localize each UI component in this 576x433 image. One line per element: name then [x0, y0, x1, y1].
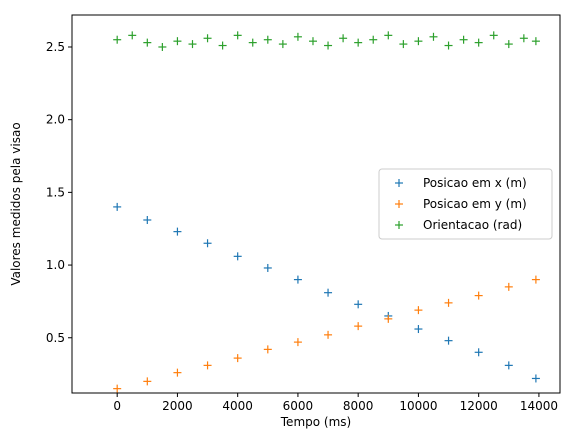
legend: Posicao em x (m) Posicao em y (m) Orientac…	[378, 168, 553, 240]
data-point	[531, 374, 540, 383]
data-point	[354, 322, 363, 331]
data-point	[233, 31, 242, 40]
data-point	[369, 35, 378, 44]
data-point	[233, 354, 242, 363]
data-point	[248, 38, 257, 47]
x-axis-ticks: 0 2000 4000 6000 8000 10000 12000 14000	[113, 393, 558, 413]
x-axis-label: Tempo (ms)	[280, 415, 351, 429]
data-point	[474, 348, 483, 357]
legend-marker	[395, 200, 403, 208]
data-point	[384, 31, 393, 40]
y-tick-label: 0.5	[46, 331, 65, 345]
data-point	[203, 239, 212, 248]
data-point	[203, 34, 212, 43]
data-point	[399, 40, 408, 49]
series-3	[113, 31, 540, 51]
data-point	[504, 282, 513, 291]
data-point	[324, 330, 333, 339]
data-point	[308, 37, 317, 46]
y-tick-label: 2.5	[46, 40, 65, 54]
data-point	[233, 252, 242, 261]
x-tick-label: 10000	[399, 399, 437, 413]
x-tick-label: 8000	[343, 399, 374, 413]
data-point	[519, 34, 528, 43]
data-point	[173, 37, 182, 46]
axes-frame	[71, 14, 561, 394]
series-2	[113, 275, 540, 393]
data-point	[444, 336, 453, 345]
data-point	[444, 298, 453, 307]
data-point	[354, 38, 363, 47]
data-point	[173, 368, 182, 377]
legend-marker	[395, 221, 403, 229]
x-tick-label: 0	[113, 399, 121, 413]
legend-entry: Posicao em x (m)	[423, 176, 527, 190]
legend-box	[378, 168, 553, 240]
legend-entry: Posicao em y (m)	[423, 197, 527, 211]
data-point	[278, 40, 287, 49]
data-point	[263, 345, 272, 354]
data-point	[263, 263, 272, 272]
data-point	[339, 34, 348, 43]
x-tick-label: 6000	[283, 399, 314, 413]
data-point	[293, 32, 302, 41]
plot-area	[113, 31, 540, 393]
data-point	[531, 37, 540, 46]
data-point	[263, 35, 272, 44]
data-point	[474, 38, 483, 47]
data-point	[203, 361, 212, 370]
data-point	[429, 32, 438, 41]
y-tick-label: 2.0	[46, 113, 65, 127]
data-point	[444, 41, 453, 50]
data-point	[324, 41, 333, 50]
data-point	[173, 227, 182, 236]
x-tick-label: 2000	[162, 399, 193, 413]
data-point	[293, 338, 302, 347]
data-point	[474, 291, 483, 300]
legend-marker	[395, 179, 403, 187]
data-point	[414, 325, 423, 334]
data-point	[218, 41, 227, 50]
data-point	[504, 361, 513, 370]
data-point	[143, 215, 152, 224]
data-point	[188, 40, 197, 49]
data-point	[113, 202, 122, 211]
data-point	[354, 300, 363, 309]
y-tick-label: 1.0	[46, 258, 65, 272]
data-point	[384, 314, 393, 323]
y-axis-ticks: 0.5 1.0 1.5 2.0 2.5	[46, 40, 72, 345]
legend-entry: Orientacao (rad)	[423, 218, 522, 232]
data-point	[504, 40, 513, 49]
x-tick-label: 14000	[520, 399, 558, 413]
data-point	[143, 377, 152, 386]
data-point	[414, 37, 423, 46]
data-point	[324, 288, 333, 297]
x-tick-label: 12000	[460, 399, 498, 413]
data-point	[128, 31, 137, 40]
data-point	[293, 275, 302, 284]
data-point	[113, 35, 122, 44]
data-point	[531, 275, 540, 284]
data-point	[113, 384, 122, 393]
data-point	[143, 38, 152, 47]
data-point	[158, 42, 167, 51]
data-point	[489, 31, 498, 40]
x-tick-label: 4000	[222, 399, 253, 413]
y-axis-label: Valores medidos pela visao	[9, 122, 23, 285]
data-point	[414, 306, 423, 315]
data-point	[459, 35, 468, 44]
y-tick-label: 1.5	[46, 185, 65, 199]
